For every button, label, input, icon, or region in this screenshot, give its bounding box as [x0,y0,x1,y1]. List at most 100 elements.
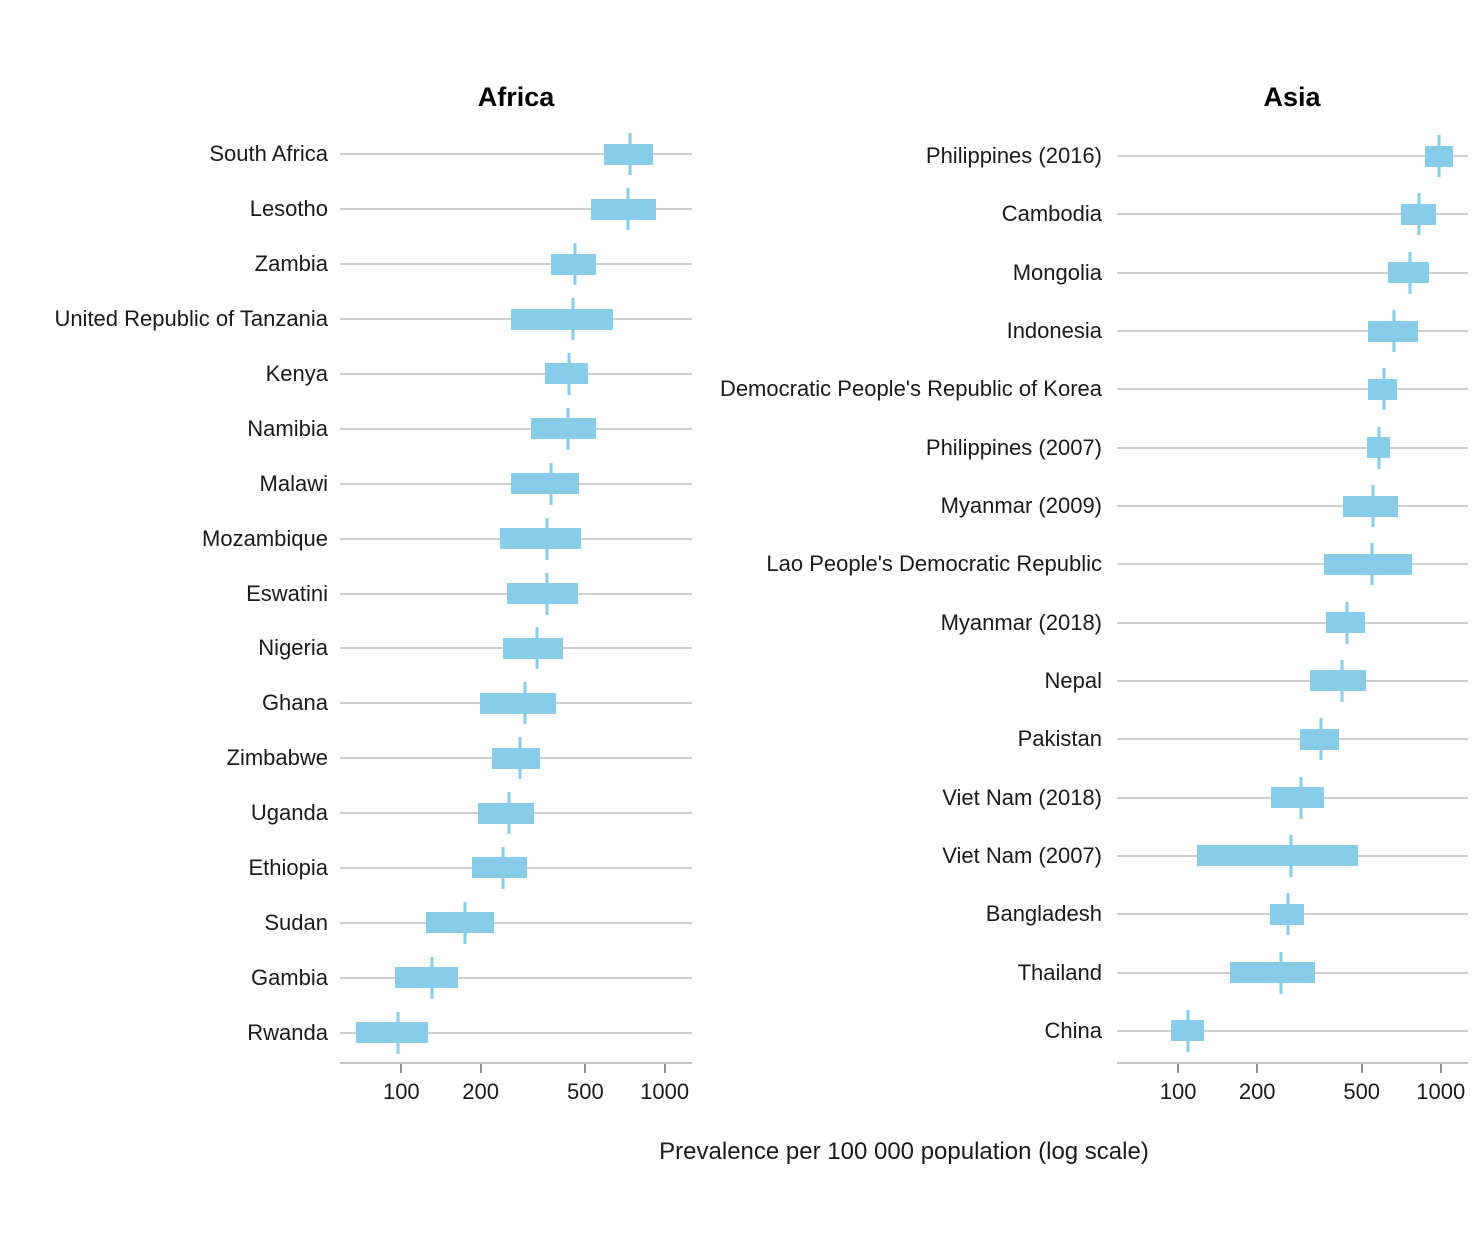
ci-bar [1230,962,1316,984]
row-gridline [1117,563,1468,566]
ci-bar [395,967,458,989]
x-tick-label: 500 [567,1079,604,1104]
ci-bar [507,583,578,604]
row-label: Uganda [250,800,328,826]
ci-bar [1270,903,1305,925]
row-label: Indonesia [1006,318,1102,344]
ci-bar [1323,553,1412,575]
row-gridline [1117,621,1468,624]
ci-bar [1388,262,1429,284]
row-label: Mozambique [202,525,328,551]
x-axis-line [340,1062,692,1064]
row-label: Ethiopia [248,854,328,880]
ci-bar [510,308,613,330]
panel-title-asia: Asia [1263,82,1321,112]
row-label: South Africa [209,141,328,167]
ci-bar [545,363,588,385]
row-label: Malawi [259,470,328,496]
row-label: Philippines (2007) [925,434,1102,460]
row-label: Zambia [254,251,328,277]
x-axis-tick [584,1064,587,1073]
ci-bar [1271,787,1324,809]
row-gridline [1117,738,1468,741]
row-label: Myanmar (2018) [940,609,1102,635]
ci-bar [510,473,579,495]
row-label: Mongolia [1012,259,1102,285]
row-label: Kenya [265,360,328,386]
ci-bar [1197,845,1358,867]
row-label: Viet Nam (2018) [942,784,1102,810]
row-gridline [340,427,692,430]
row-gridline [340,153,692,156]
ci-bar [1343,495,1399,517]
row-gridline [1117,213,1468,216]
row-label: Namibia [247,415,328,441]
row-gridline [340,976,692,979]
row-label: United Republic of Tanzania [54,306,328,332]
row-gridline [1117,330,1468,333]
row-label: Nigeria [258,635,328,661]
ci-bar [500,528,581,550]
ci-bar [604,143,653,165]
row-label: Zimbabwe [226,745,328,771]
ci-bar [1368,378,1397,400]
ci-bar [1171,1020,1204,1042]
row-gridline [340,208,692,211]
row-label: Nepal [1044,667,1102,693]
ci-bar [590,198,657,220]
row-label: Bangladesh [985,901,1102,927]
x-axis-tick [479,1064,482,1073]
x-tick-label: 100 [1159,1079,1197,1104]
row-label: Sudan [264,909,328,935]
x-axis-tick [1177,1064,1180,1073]
row-gridline [1117,271,1468,274]
x-axis-tick [1439,1064,1442,1073]
row-gridline [340,1031,692,1034]
row-gridline [1117,446,1468,449]
row-gridline [1117,388,1468,391]
ci-bar [1326,612,1365,634]
ci-bar [477,802,534,824]
panel-title-africa: Africa [477,82,555,112]
row-label: Myanmar (2009) [940,493,1102,519]
ci-bar [1310,670,1367,692]
x-axis-tick [1256,1064,1259,1073]
ci-bar [531,418,596,440]
row-label: Lao People's Democratic Republic [766,551,1102,577]
row-label: Philippines (2016) [925,143,1102,169]
row-gridline [340,921,692,924]
row-label: Ghana [261,690,328,716]
row-label: Pakistan [1017,726,1102,752]
row-label: Gambia [250,964,328,990]
x-tick-label: 1000 [640,1079,690,1104]
x-axis-tick [663,1064,666,1073]
row-gridline [1117,505,1468,508]
row-gridline [340,263,692,266]
row-label: Rwanda [247,1019,328,1045]
row-gridline [1117,1029,1468,1032]
ci-bar [1366,437,1391,459]
ci-bar [472,857,527,879]
x-tick-label: 1000 [1416,1079,1466,1104]
row-gridline [340,372,692,375]
ci-bar [492,747,540,769]
ci-bar [1424,145,1454,167]
row-label: Thailand [1017,959,1102,985]
ci-bar [355,1022,428,1044]
ci-bar [1400,203,1436,225]
row-label: Democratic People's Republic of Korea [719,376,1102,402]
x-axis-tick [1360,1064,1363,1073]
row-label: Eswatini [246,580,328,606]
x-axis-title: Prevalence per 100 000 population (log s… [659,1138,1149,1165]
x-axis-tick [400,1064,403,1073]
ci-bar [425,912,494,934]
x-axis-line [1117,1062,1468,1064]
row-label: China [1044,1017,1102,1043]
row-label: Cambodia [1001,201,1102,227]
row-gridline [1117,155,1468,158]
x-tick-label: 100 [382,1079,420,1104]
x-tick-label: 200 [1238,1079,1276,1104]
row-label: Viet Nam (2007) [942,842,1102,868]
ci-bar [1299,728,1340,750]
